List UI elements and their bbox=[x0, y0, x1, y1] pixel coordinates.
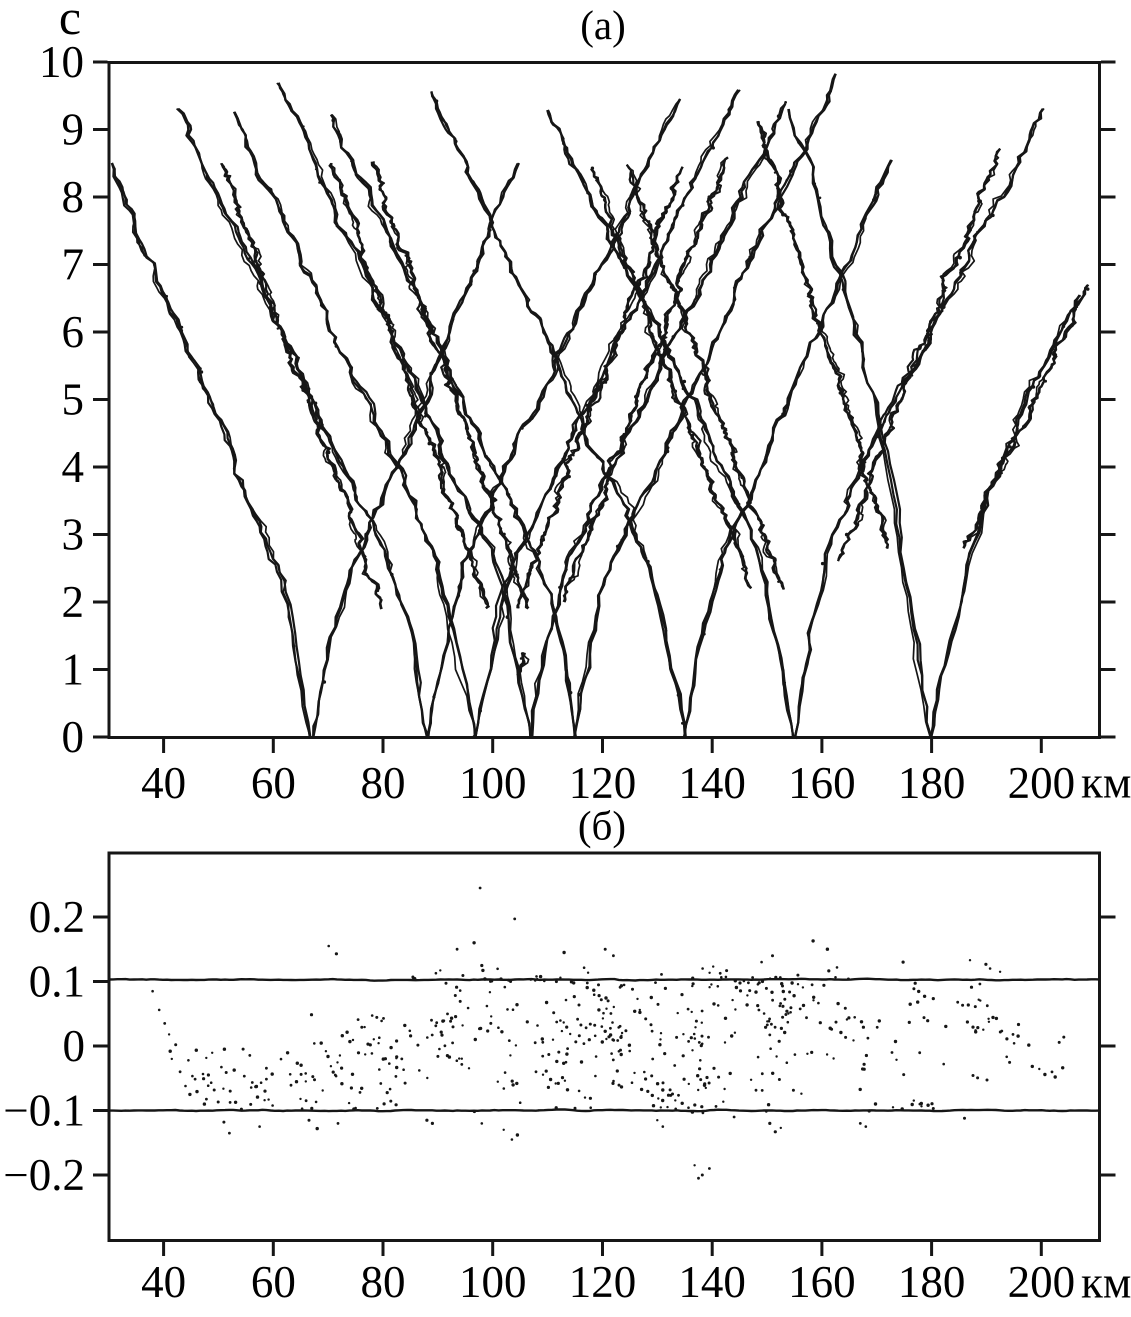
svg-text:5: 5 bbox=[62, 375, 85, 425]
svg-text:40: 40 bbox=[141, 1257, 186, 1307]
svg-text:4: 4 bbox=[62, 442, 85, 492]
svg-text:180: 180 bbox=[898, 758, 966, 808]
svg-text:80: 80 bbox=[361, 1257, 406, 1307]
svg-text:8: 8 bbox=[62, 172, 85, 222]
svg-text:1: 1 bbox=[62, 645, 85, 695]
svg-text:−0.2: −0.2 bbox=[3, 1150, 85, 1200]
svg-text:80: 80 bbox=[361, 758, 406, 808]
svg-text:100: 100 bbox=[459, 1257, 527, 1307]
svg-text:40: 40 bbox=[141, 758, 186, 808]
svg-text:60: 60 bbox=[251, 1257, 296, 1307]
svg-text:км: км bbox=[1081, 1258, 1131, 1308]
svg-text:(а): (а) bbox=[580, 2, 626, 48]
svg-text:180: 180 bbox=[898, 1257, 966, 1307]
svg-text:0: 0 bbox=[63, 1021, 86, 1071]
svg-text:100: 100 bbox=[459, 758, 527, 808]
svg-text:60: 60 bbox=[251, 758, 296, 808]
svg-text:10: 10 bbox=[39, 37, 84, 87]
svg-text:км: км bbox=[1081, 758, 1131, 808]
svg-text:−0.1: −0.1 bbox=[3, 1086, 85, 1136]
svg-text:0.1: 0.1 bbox=[29, 957, 85, 1007]
svg-text:120: 120 bbox=[569, 758, 637, 808]
svg-text:120: 120 bbox=[569, 1257, 637, 1307]
svg-text:7: 7 bbox=[62, 240, 85, 290]
svg-text:200: 200 bbox=[1008, 758, 1076, 808]
svg-text:с: с bbox=[59, 0, 81, 45]
svg-text:200: 200 bbox=[1008, 1257, 1076, 1307]
svg-text:2: 2 bbox=[62, 577, 85, 627]
svg-text:0: 0 bbox=[62, 712, 85, 762]
svg-text:0.2: 0.2 bbox=[29, 892, 85, 942]
svg-text:9: 9 bbox=[62, 105, 85, 155]
svg-text:(б): (б) bbox=[578, 803, 626, 849]
svg-text:140: 140 bbox=[678, 758, 746, 808]
svg-text:160: 160 bbox=[788, 1257, 856, 1307]
svg-text:3: 3 bbox=[62, 510, 85, 560]
svg-text:140: 140 bbox=[678, 1257, 746, 1307]
svg-text:160: 160 bbox=[788, 758, 856, 808]
svg-text:6: 6 bbox=[62, 307, 85, 357]
